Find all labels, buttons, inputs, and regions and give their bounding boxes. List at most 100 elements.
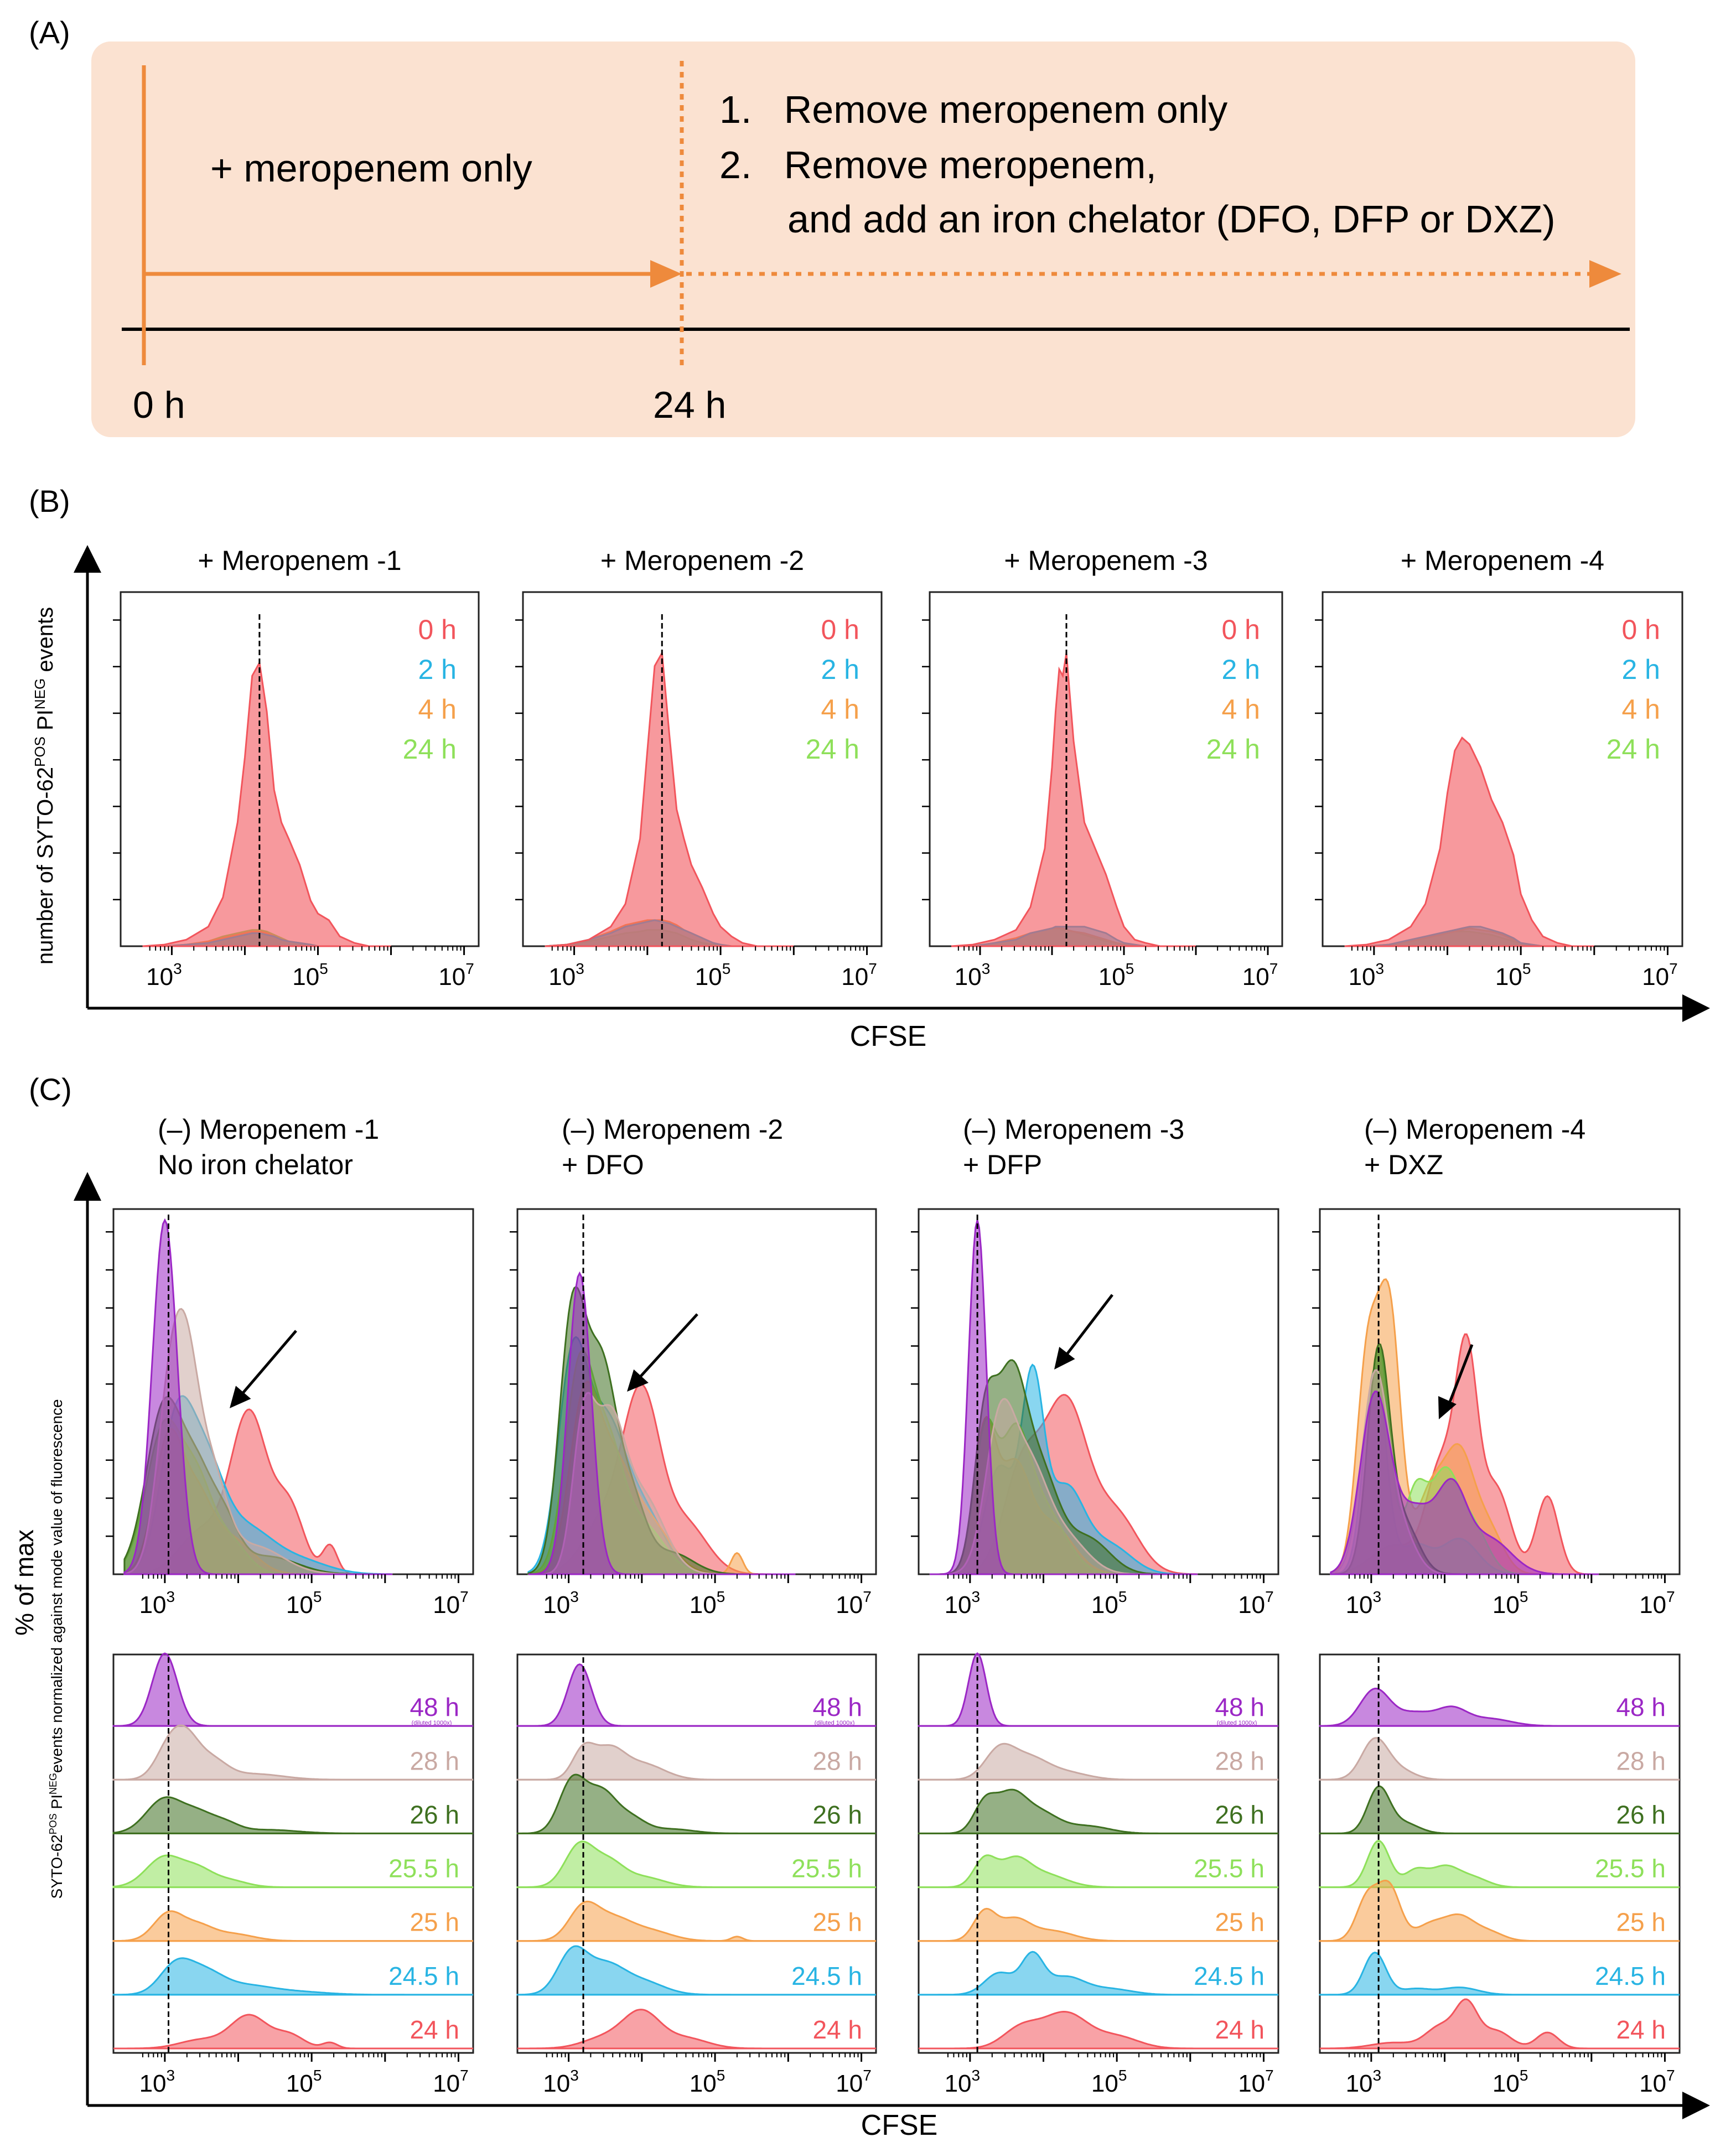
c-ylabel-sup-neg: NEG (48, 1773, 59, 1794)
tick-base: 10 (286, 1591, 313, 1619)
c-annotation-arrowhead (627, 1369, 649, 1392)
c-ylabel-end: events normalized against mode value of … (48, 1399, 65, 1773)
c-top-tick-label-1e3: 103 (1346, 1588, 1382, 1619)
c-top-tick-label-1e7: 107 (433, 1588, 469, 1619)
c-bottom-tick-label-1e3: 103 (543, 2067, 579, 2097)
c-bottom-tick-label-1e7: 107 (1238, 2067, 1274, 2097)
tick-base: 10 (1493, 1591, 1520, 1619)
tick-base: 10 (1238, 2070, 1265, 2097)
c-offset-label-25-h: 25 h (812, 1908, 862, 1937)
b-tick-label-1e5: 105 (1098, 960, 1134, 990)
c-offset-label-26-h: 26 h (1616, 1800, 1666, 1829)
tick-base: 10 (1493, 2070, 1520, 2097)
c-overlay-series-48-h (929, 1220, 1198, 1575)
tick-exponent: 3 (972, 2067, 981, 2084)
c-offset-label-28-h: 28 h (1616, 1746, 1666, 1775)
timeline-step-1: 1. Remove meropenem only (719, 88, 1227, 131)
tick-exponent: 3 (167, 2067, 175, 2084)
c-plot-subtitle: + DFO (562, 1149, 644, 1180)
tick-base: 10 (1642, 963, 1669, 990)
tick-exponent: 3 (972, 1588, 981, 1605)
tick-exponent: 5 (313, 2067, 322, 2084)
b-series-0-h (142, 660, 391, 947)
tick-base: 10 (139, 2070, 167, 2097)
b-legend-4-h: 4 h (821, 694, 859, 725)
b-ylabel-sup-pos: POS (32, 736, 48, 767)
tick-base: 10 (836, 2070, 863, 2097)
b-legend-24-h: 24 h (806, 734, 859, 765)
tick-exponent: 3 (173, 960, 182, 977)
tick-base: 10 (146, 963, 173, 990)
c-top-tick-label-1e7: 107 (836, 1588, 872, 1619)
c-offset-label-25-5-h: 25.5 h (388, 1854, 459, 1883)
tick-exponent: 5 (1520, 2067, 1528, 2084)
b-plot-title: + Meropenem -4 (1401, 545, 1604, 576)
tick-exponent: 5 (1126, 960, 1134, 977)
tick-exponent: 7 (1265, 1588, 1274, 1605)
c-y-axis-label: SYTO-62POS PINEGevents normalized agains… (48, 1399, 65, 1899)
b-legend-0-h: 0 h (1221, 614, 1260, 645)
tick-base: 10 (286, 2070, 313, 2097)
b-legend-2-h: 2 h (821, 654, 859, 685)
tick-exponent: 3 (570, 2067, 579, 2084)
c-annotation-arrow (1445, 1344, 1474, 1411)
c-y-axis-label-top: % of max (10, 1529, 39, 1636)
tick-base: 10 (690, 2070, 717, 2097)
tick-base: 10 (1098, 963, 1126, 990)
time-start-label: 0 h (133, 384, 185, 426)
b-tick-label-1e3: 103 (548, 960, 584, 990)
tick-base: 10 (433, 1591, 460, 1619)
b-x-axis-arrow (1682, 994, 1710, 1022)
timeline-left-label: + meropenem only (210, 147, 532, 190)
c-x-axis-label: CFSE (861, 2109, 938, 2137)
b-tick-label-1e3: 103 (146, 960, 182, 990)
c-offset-label-48-h: 48 h (1215, 1693, 1265, 1721)
b-tick-label-1e7: 107 (841, 960, 877, 990)
tick-base: 10 (1238, 1591, 1265, 1619)
c-plot-title: (–) Meropenem -3 (963, 1114, 1184, 1145)
b-series-0-h (951, 652, 1196, 947)
c-overlay-series-48-h (1330, 1391, 1599, 1575)
tick-exponent: 7 (1269, 960, 1278, 977)
c-diluted-note: (diluted 1000x) (412, 1720, 452, 1726)
tick-base: 10 (841, 963, 868, 990)
tick-base: 10 (548, 963, 576, 990)
c-offset-label-48-h: 48 h (410, 1693, 459, 1721)
c-bottom-tick-label-1e5: 105 (690, 2067, 726, 2097)
c-annotation-arrowhead (1054, 1346, 1075, 1370)
b-legend-2-h: 2 h (1221, 654, 1260, 685)
c-offset-label-24-5-h: 24.5 h (791, 1962, 862, 1990)
tick-base: 10 (1091, 2070, 1118, 2097)
c-offset-label-26-h: 26 h (1215, 1800, 1265, 1829)
c-offset-label-25-h: 25 h (1215, 1908, 1265, 1937)
c-top-tick-label-1e5: 105 (286, 1588, 322, 1619)
c-diluted-note: (diluted 1000x) (815, 1720, 855, 1726)
c-top-tick-label-1e7: 107 (1238, 1588, 1274, 1619)
b-legend-0-h: 0 h (418, 614, 457, 645)
c-top-tick-label-1e5: 105 (690, 1588, 726, 1619)
c-x-axis-arrow (1682, 2092, 1710, 2119)
timeline-box (91, 42, 1635, 437)
tick-base: 10 (945, 2070, 972, 2097)
c-plot-subtitle: + DFP (963, 1149, 1042, 1180)
b-tick-label-1e7: 107 (1242, 960, 1278, 990)
c-ylabel-main: SYTO-62 (48, 1834, 65, 1899)
tick-exponent: 5 (1520, 1588, 1528, 1605)
c-y-axis-arrow (74, 1172, 101, 1201)
panel-label-a: (A) (29, 15, 70, 50)
c-top-tick-label-1e3: 103 (543, 1588, 579, 1619)
c-bottom-tick-label-1e5: 105 (1493, 2067, 1528, 2097)
c-plot-title: (–) Meropenem -4 (1364, 1114, 1585, 1145)
c-bottom-tick-label-1e3: 103 (1346, 2067, 1382, 2097)
b-y-axis-arrow (74, 545, 101, 573)
c-offset-label-24-h: 24 h (812, 2015, 862, 2044)
b-tick-label-1e3: 103 (955, 960, 991, 990)
tick-base: 10 (543, 2070, 570, 2097)
tick-exponent: 7 (863, 2067, 872, 2084)
